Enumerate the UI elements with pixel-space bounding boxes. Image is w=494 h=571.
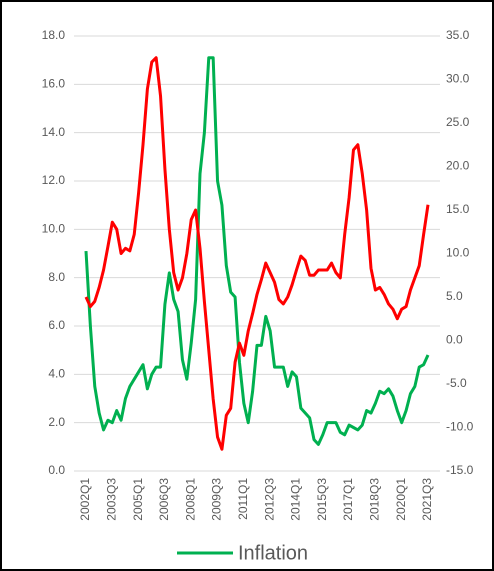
y2-tick-label: 25.0 — [446, 115, 470, 129]
y2-tick-label: 0.0 — [446, 333, 463, 347]
x-tick-label: 2014Q1 — [289, 478, 303, 521]
series-line — [84, 56, 430, 451]
x-tick-label: 2011Q1 — [236, 478, 250, 520]
y-tick-label: 14.0 — [42, 125, 66, 139]
y-tick-label: 18.0 — [42, 28, 66, 42]
y2-tick-label: 30.0 — [446, 72, 470, 86]
x-tick-label: 2021Q3 — [420, 478, 434, 521]
y2-tick-label: 10.0 — [446, 246, 470, 260]
x-tick-label: 2018Q3 — [368, 478, 382, 521]
y-tick-label: 8.0 — [48, 270, 65, 284]
x-tick-label: 2003Q3 — [104, 478, 118, 521]
y-tick-label: 4.0 — [48, 367, 65, 381]
y2-tick-label: 15.0 — [446, 202, 470, 216]
x-tick-label: 2009Q3 — [210, 478, 224, 521]
y-tick-label: 2.0 — [48, 415, 65, 429]
x-tick-label: 2015Q3 — [315, 478, 329, 521]
x-tick-label: 2012Q3 — [262, 478, 276, 521]
y2-tick-label: 5.0 — [446, 289, 463, 303]
y-tick-label: 12.0 — [42, 173, 66, 187]
x-tick-label: 2020Q1 — [394, 478, 408, 521]
y-tick-label: 10.0 — [42, 222, 66, 236]
x-tick-label: 2002Q1 — [78, 478, 92, 521]
y2-tick-label: -10.0 — [446, 420, 474, 434]
x-tick-label: 2006Q3 — [157, 478, 171, 521]
y2-tick-label: -15.0 — [446, 463, 474, 477]
legend-label: Inflation — [238, 542, 308, 564]
x-tick-label: 2005Q1 — [131, 478, 145, 521]
series-line — [84, 56, 430, 446]
y2-tick-label: -5.0 — [446, 376, 467, 390]
y-tick-label: 6.0 — [48, 318, 65, 332]
y2-tick-label: 20.0 — [446, 159, 470, 173]
y2-tick-label: 35.0 — [446, 28, 470, 42]
x-tick-label: 2017Q1 — [341, 478, 355, 521]
x-tick-label: 2008Q1 — [183, 478, 197, 521]
y-tick-label: 16.0 — [42, 77, 66, 91]
y-tick-label: 0.0 — [48, 463, 65, 477]
